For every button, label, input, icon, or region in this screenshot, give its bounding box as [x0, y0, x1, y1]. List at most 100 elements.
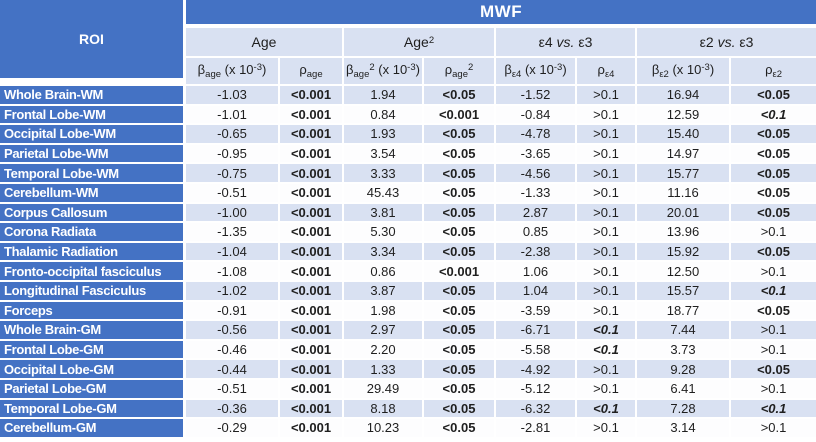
cell-beta-e2: 16.94: [637, 86, 731, 106]
cell-beta-age2: 10.23: [344, 419, 424, 439]
table-row: Whole Brain-GM -0.56 <0.001 2.97 <0.05 -6.71 <…: [0, 321, 816, 341]
cell-p-age2: <0.001: [424, 262, 496, 282]
cell-p-e2: <0.05: [731, 183, 816, 204]
cell-beta-e4: -6.71: [496, 321, 577, 341]
cell-beta-age2: 3.33: [344, 164, 424, 184]
cell-p-e4: >0.1: [577, 301, 637, 322]
cell-beta-e4: -4.78: [496, 125, 577, 145]
cell-p-e2: <0.05: [731, 144, 816, 165]
column-header-p-age2: ρage2: [424, 58, 496, 86]
cell-p-age: <0.001: [280, 340, 344, 361]
cell-beta-e4: -5.12: [496, 379, 577, 400]
cell-beta-e4: 1.06: [496, 262, 577, 282]
cell-beta-age: -0.46: [186, 340, 280, 361]
column-group-e4-vs-e3: ε4 vs. ε3: [496, 28, 637, 58]
table-row: Whole Brain-WM -1.03 <0.001 1.94 <0.05 -1.52 >…: [0, 86, 816, 106]
cell-beta-age2: 1.94: [344, 86, 424, 106]
cell-p-age: <0.001: [280, 281, 344, 302]
table-row: Forceps -0.91 <0.001 1.98 <0.05 -3.59 >0.1 18.7…: [0, 301, 816, 322]
cell-p-age2: <0.05: [424, 379, 496, 400]
table-row: Longitudinal Fasciculus -1.02 <0.001 3.87 <0…: [0, 281, 816, 302]
cell-p-age2: <0.05: [424, 419, 496, 439]
cell-p-age: <0.001: [280, 419, 344, 439]
cell-beta-age2: 29.49: [344, 379, 424, 400]
cell-beta-age: -0.75: [186, 164, 280, 184]
cell-p-age: <0.001: [280, 399, 344, 420]
cell-p-e4: >0.1: [577, 105, 637, 126]
cell-p-e2: >0.1: [731, 321, 816, 341]
cell-beta-e4: 0.85: [496, 223, 577, 243]
cell-p-e4: >0.1: [577, 360, 637, 380]
cell-beta-e4: -1.52: [496, 86, 577, 106]
row-label: Cerebellum-GM: [0, 419, 186, 439]
cell-beta-e2: 15.92: [637, 242, 731, 263]
cell-beta-e4: -3.65: [496, 144, 577, 165]
title-row: ROI MWF: [0, 0, 816, 86]
cell-beta-e2: 3.14: [637, 419, 731, 439]
cell-beta-age: -1.01: [186, 105, 280, 126]
cell-beta-age2: 3.34: [344, 242, 424, 263]
row-label: Parietal Lobe-GM: [0, 379, 186, 400]
cell-beta-e2: 15.40: [637, 125, 731, 145]
cell-p-e4: <0.1: [577, 399, 637, 420]
cell-p-age2: <0.05: [424, 321, 496, 341]
cell-p-age: <0.001: [280, 105, 344, 126]
cell-beta-e2: 13.96: [637, 223, 731, 243]
cell-p-e4: >0.1: [577, 183, 637, 204]
cell-beta-e4: -5.58: [496, 340, 577, 361]
cell-p-age2: <0.05: [424, 281, 496, 302]
cell-p-age2: <0.05: [424, 86, 496, 106]
cell-beta-age: -1.00: [186, 203, 280, 224]
cell-p-age: <0.001: [280, 125, 344, 145]
cell-beta-e4: 1.04: [496, 281, 577, 302]
row-label: Frontal Lobe-GM: [0, 340, 186, 361]
cell-beta-e2: 15.57: [637, 281, 731, 302]
row-label: Corpus Callosum: [0, 203, 186, 224]
cell-p-age: <0.001: [280, 301, 344, 322]
cell-beta-e4: -0.84: [496, 105, 577, 126]
cell-p-age2: <0.05: [424, 223, 496, 243]
cell-p-age: <0.001: [280, 183, 344, 204]
cell-p-e4: >0.1: [577, 203, 637, 224]
row-label: Forceps: [0, 301, 186, 322]
column-group-age: Age: [186, 28, 344, 58]
row-label: Frontal Lobe-WM: [0, 105, 186, 126]
cell-p-e2: <0.05: [731, 86, 816, 106]
cell-beta-age2: 8.18: [344, 399, 424, 420]
column-header-beta-age: βage (x 10-3): [186, 58, 280, 86]
cell-beta-e4: -2.38: [496, 242, 577, 263]
column-group-age2: Age2: [344, 28, 496, 58]
cell-beta-age: -0.65: [186, 125, 280, 145]
cell-p-e4: >0.1: [577, 262, 637, 282]
cell-beta-age2: 5.30: [344, 223, 424, 243]
roi-header: ROI: [0, 0, 186, 86]
cell-p-age: <0.001: [280, 360, 344, 380]
cell-beta-age: -1.04: [186, 242, 280, 263]
table-row: Cerebellum-GM -0.29 <0.001 10.23 <0.05 -2.81 >…: [0, 419, 816, 439]
cell-p-e4: >0.1: [577, 223, 637, 243]
cell-p-age2: <0.05: [424, 242, 496, 263]
cell-p-age: <0.001: [280, 379, 344, 400]
cell-beta-e2: 18.77: [637, 301, 731, 322]
cell-beta-age: -0.44: [186, 360, 280, 380]
cell-beta-e2: 11.16: [637, 183, 731, 204]
cell-beta-age: -1.03: [186, 86, 280, 106]
cell-p-e2: >0.1: [731, 340, 816, 361]
cell-p-age: <0.001: [280, 164, 344, 184]
cell-beta-e2: 12.50: [637, 262, 731, 282]
cell-beta-e4: -6.32: [496, 399, 577, 420]
cell-beta-age2: 45.43: [344, 183, 424, 204]
cell-beta-age: -1.08: [186, 262, 280, 282]
cell-beta-age: -1.35: [186, 223, 280, 243]
cell-p-e4: >0.1: [577, 242, 637, 263]
cell-p-age: <0.001: [280, 144, 344, 165]
cell-p-age2: <0.05: [424, 144, 496, 165]
cell-beta-e2: 9.28: [637, 360, 731, 380]
cell-p-e2: <0.1: [731, 399, 816, 420]
table-title: MWF: [186, 0, 816, 28]
row-label: Temporal Lobe-GM: [0, 399, 186, 420]
cell-beta-e2: 7.28: [637, 399, 731, 420]
cell-p-e2: <0.05: [731, 360, 816, 380]
table-row: Temporal Lobe-GM -0.36 <0.001 8.18 <0.05 -6.3…: [0, 399, 816, 420]
table-row: Parietal Lobe-GM -0.51 <0.001 29.49 <0.05 -5.…: [0, 379, 816, 400]
